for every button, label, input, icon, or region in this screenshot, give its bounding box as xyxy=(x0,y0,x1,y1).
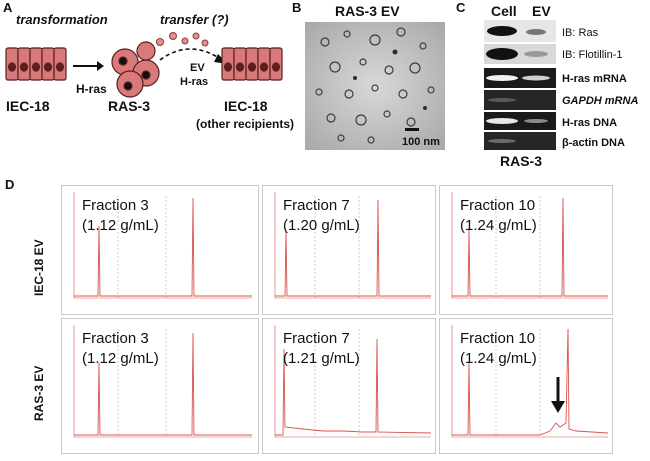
h-ras-right-label: H-ras xyxy=(180,76,209,88)
fraction-label: Fraction 7 (1.20 g/mL) xyxy=(283,197,360,234)
transformation-arrow xyxy=(73,61,104,71)
panel-b-title: RAS-3 EV xyxy=(335,3,400,19)
electropherogram-ras3-frac10: Fraction 10 (1.24 g/mL) xyxy=(439,318,613,454)
panel-d-letter: D xyxy=(5,177,15,192)
row-label-iec18-ev: IEC-18 EV xyxy=(32,239,46,296)
ev-label: EV xyxy=(190,62,205,74)
row-label-ras3-ev: RAS-3 EV xyxy=(32,365,46,421)
lane-cell-label: Cell xyxy=(491,3,517,19)
blot-panel xyxy=(484,20,556,150)
electropherogram-iec18-frac3: Fraction 3 (1.12 g/mL) xyxy=(61,185,259,315)
iec18-cells-left xyxy=(5,47,67,81)
transformation-label: transformation xyxy=(16,12,108,27)
transformation-diagram xyxy=(5,32,283,98)
row-ib-ras: IB: Ras xyxy=(562,27,599,39)
fraction-label: Fraction 7 (1.21 g/mL) xyxy=(283,330,360,367)
electropherogram-iec18-frac7: Fraction 7 (1.20 g/mL) xyxy=(262,185,436,315)
lane-ev-label: EV xyxy=(532,3,551,19)
other-recipients-label: (other recipients) xyxy=(196,117,295,131)
h-ras-left-label: H-ras xyxy=(76,82,107,96)
row-actin-dna: β-actin DNA xyxy=(562,137,625,149)
ras3-label: RAS-3 xyxy=(108,98,151,114)
panel-a-letter: A xyxy=(3,0,13,15)
ras3-cells xyxy=(111,41,160,98)
row-gapdh-mrna: GAPDH mRNA xyxy=(562,95,639,107)
row-hras-mrna: H-ras mRNA xyxy=(562,73,627,85)
iec18-cells-right xyxy=(221,47,283,81)
fraction-label: Fraction 10 (1.24 g/mL) xyxy=(460,330,537,367)
scale-bar-label: 100 nm xyxy=(402,136,440,148)
iec18-right-label: IEC-18 xyxy=(224,98,268,114)
ev-particles xyxy=(315,27,435,144)
fraction-label: Fraction 3 (1.12 g/mL) xyxy=(82,330,159,367)
transfer-label: transfer (?) xyxy=(160,12,229,27)
iec18-label: IEC-18 xyxy=(6,98,50,114)
panel-c-footer: RAS-3 xyxy=(500,153,543,169)
fraction-label: Fraction 3 (1.12 g/mL) xyxy=(82,197,159,234)
electropherogram-iec18-frac10: Fraction 10 (1.24 g/mL) xyxy=(439,185,613,315)
row-hras-dna: H-ras DNA xyxy=(562,117,618,129)
fraction-label: Fraction 10 (1.24 g/mL) xyxy=(460,197,537,234)
panel-b-letter: B xyxy=(292,0,302,15)
electropherogram-ras3-frac7: Fraction 7 (1.21 g/mL) xyxy=(262,318,436,454)
electropherogram-ras3-frac3: Fraction 3 (1.12 g/mL) xyxy=(61,318,259,454)
ev-vesicles xyxy=(156,32,209,47)
down-arrow-icon xyxy=(551,377,565,413)
panel-c-letter: C xyxy=(456,0,466,15)
em-image xyxy=(305,22,445,150)
row-ib-flotillin: IB: Flotillin-1 xyxy=(562,49,623,61)
